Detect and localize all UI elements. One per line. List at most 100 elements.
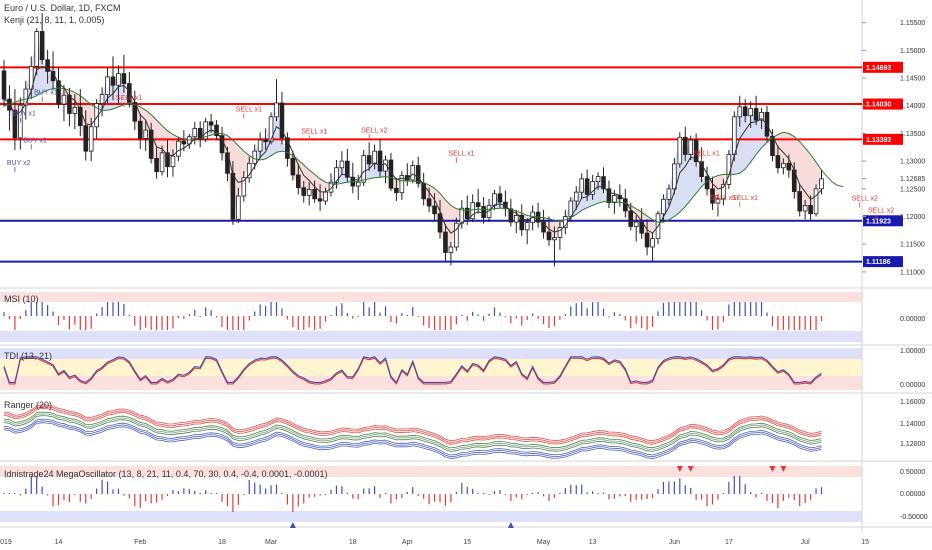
candle xyxy=(721,178,726,206)
candle-body xyxy=(448,246,454,253)
candle-body xyxy=(546,231,552,241)
time-tick-5: 18 xyxy=(349,539,357,546)
candle xyxy=(797,184,802,217)
candle-body xyxy=(732,116,737,155)
cloud-bull xyxy=(363,151,391,189)
candle-body xyxy=(808,205,813,215)
candle xyxy=(148,122,154,164)
mega-arrow-3 xyxy=(687,466,694,472)
candle xyxy=(813,184,819,217)
candle xyxy=(165,140,170,178)
mega-arrow-1 xyxy=(507,522,514,528)
candle xyxy=(443,224,448,261)
candle xyxy=(295,163,301,195)
mega-tick-1: 0.00000 xyxy=(900,491,925,498)
ranger-bands xyxy=(3,404,822,460)
candle-body xyxy=(721,183,726,200)
ranger-band-0 xyxy=(3,404,822,442)
candle-body xyxy=(236,195,241,220)
candle-body xyxy=(345,160,350,178)
candle xyxy=(159,145,165,176)
tdi-main-line xyxy=(3,356,822,384)
candle-body xyxy=(524,222,530,231)
candle-body xyxy=(110,76,116,86)
candle-body xyxy=(268,116,274,143)
candle-body xyxy=(394,187,399,194)
candle xyxy=(61,85,67,122)
candle-body xyxy=(432,205,437,215)
price-tick-9: 1.11000 xyxy=(900,269,925,276)
candle xyxy=(301,181,307,203)
candle xyxy=(366,142,372,172)
signal-blue-1: BUY x1 xyxy=(23,137,47,144)
candle-body xyxy=(584,178,590,195)
candle-body xyxy=(759,111,764,121)
candle-body xyxy=(39,31,45,61)
candle-body xyxy=(323,191,328,202)
candle xyxy=(508,198,514,227)
candle xyxy=(524,218,530,245)
candle xyxy=(176,136,181,162)
candle-body xyxy=(595,176,601,183)
candle-body xyxy=(672,163,677,190)
candle xyxy=(682,126,688,162)
candle-body xyxy=(573,191,579,202)
candle-body xyxy=(263,139,268,143)
candle-body xyxy=(181,140,187,145)
candle xyxy=(7,85,12,131)
candle xyxy=(710,176,715,210)
candle xyxy=(192,121,198,145)
ranger-band-4 xyxy=(3,413,822,451)
candle xyxy=(633,215,639,242)
candle-body xyxy=(203,121,208,140)
signal-red-6: SELL x1 xyxy=(301,128,327,135)
ranger-band-7 xyxy=(3,420,822,458)
candle xyxy=(105,66,110,103)
mega-oscillator-histogram xyxy=(3,466,823,528)
level-label-0: 1.14693 xyxy=(866,65,891,72)
candle-body xyxy=(786,162,792,171)
level-badge-0 xyxy=(863,61,903,73)
candle xyxy=(737,95,743,127)
candle xyxy=(742,99,748,123)
candle-body xyxy=(306,188,312,196)
candle xyxy=(514,209,519,234)
candle-body xyxy=(557,227,563,238)
candle xyxy=(312,180,317,203)
level-lines: 1.14693 1.14030 1.13393 1.11923 1.11186 1.126… xyxy=(0,61,925,268)
candle xyxy=(83,110,89,161)
candle xyxy=(214,120,219,141)
time-tick-3: 18 xyxy=(218,539,226,546)
candle-body xyxy=(88,126,94,152)
candle xyxy=(45,49,50,84)
time-tick-4: Mar xyxy=(265,539,278,546)
time-tick-8: May xyxy=(537,539,551,546)
candle xyxy=(197,121,203,148)
candle-body xyxy=(214,124,219,137)
price-tick-2: 1.14500 xyxy=(900,76,925,83)
cloud-bull xyxy=(472,202,484,218)
price-tick-0: 1.15500 xyxy=(900,20,925,27)
candle-body xyxy=(443,231,448,253)
candle xyxy=(781,158,786,175)
candle xyxy=(121,54,127,93)
tdi-tick-1: 0.00000 xyxy=(900,382,925,389)
msi-tick-0: 0.00000 xyxy=(900,316,925,323)
tdi-tick-0: 1.00000 xyxy=(900,348,925,355)
candle xyxy=(328,173,334,197)
candle-body xyxy=(481,206,486,219)
candle xyxy=(628,202,634,231)
candle xyxy=(590,174,595,200)
candle xyxy=(345,148,350,183)
candle-body xyxy=(677,136,683,165)
candle-body xyxy=(693,139,699,163)
candle xyxy=(78,89,83,137)
candle-body xyxy=(737,106,743,118)
candle-body xyxy=(410,165,416,181)
candle xyxy=(541,209,546,239)
level-badge-3 xyxy=(863,215,903,227)
signal-red-9: SELL x1 xyxy=(694,151,720,158)
candle-body xyxy=(552,237,557,241)
